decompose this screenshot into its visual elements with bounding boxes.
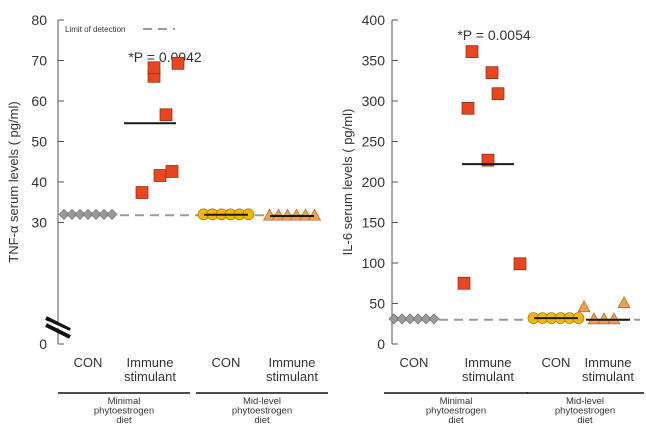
y-tick-label: 200 (362, 174, 386, 190)
data-point-triangle (262, 208, 277, 221)
category-label: stimulant (266, 369, 318, 384)
data-point-square (461, 101, 475, 115)
data-point-square (159, 108, 173, 122)
data-point-square (481, 153, 495, 167)
data-point-diamond (412, 313, 424, 325)
data-point-square (491, 87, 505, 101)
data-point-triangle (298, 208, 313, 221)
y-tick-label: 70 (31, 53, 47, 69)
il6-chart: 0 50 100 150 200 250 300 350 400 IL-6 serum level… (340, 12, 644, 426)
y-tick-label: 350 (362, 53, 386, 69)
group-label-minimal: phytoestrogen (426, 406, 486, 417)
group-label-midlevel: Mid-level (566, 396, 604, 407)
data-point-diamond (404, 313, 416, 325)
y-tick-label: 0 (377, 336, 385, 352)
data-point-square (153, 169, 167, 182)
y-tick-label: 40 (31, 174, 47, 190)
annotation-pvalue: *P = 0.0042 (128, 49, 202, 65)
y-tick-label: 300 (362, 93, 386, 109)
data-point-diamond (74, 208, 86, 220)
y-tick-label: 250 (362, 134, 386, 150)
data-point-square (457, 276, 471, 290)
data-point-diamond (90, 208, 102, 220)
category-label: CON (212, 355, 241, 370)
category-label: Immune (269, 355, 316, 370)
category-label: Immune (127, 355, 174, 370)
y-tick-label: 0 (39, 336, 47, 352)
data-point-square (171, 56, 185, 70)
data-point-square (465, 45, 479, 58)
y-tick-label: 400 (362, 12, 386, 28)
data-point-diamond (106, 208, 118, 220)
y-tick-label: 80 (31, 12, 47, 28)
y-tick-label: 50 (369, 296, 385, 312)
legend-label: Limit of detection (65, 25, 125, 34)
data-point-diamond (420, 313, 432, 325)
y-axis-label: IL-6 serum levels ( pg/ml) (340, 109, 355, 256)
category-label: stimulant (582, 369, 634, 384)
group-label-midlevel: phytoestrogen (555, 406, 615, 417)
axis-break-mark (45, 323, 71, 339)
data-point-triangle (607, 312, 621, 325)
y-axis-label: TNF-α serum levels ( pg/ml) (6, 101, 21, 262)
data-point-square (513, 257, 527, 271)
axis-break-gap (47, 321, 73, 334)
group-label-minimal: Minimal (108, 396, 141, 407)
y-tick-label: 100 (362, 255, 386, 271)
y-tick-label: 60 (31, 93, 47, 109)
data-point-triangle (280, 208, 295, 221)
y-tick-label: 30 (31, 215, 47, 231)
data-point-triangle (307, 208, 322, 221)
category-label: stimulant (124, 369, 176, 384)
category-label: CON (400, 355, 429, 370)
data-point-diamond (66, 208, 78, 220)
data-point-square (165, 165, 179, 178)
group-label-minimal: diet (116, 415, 132, 426)
category-label: CON (542, 355, 571, 370)
data-point-triangle (289, 208, 304, 221)
group-label-minimal: diet (448, 415, 464, 426)
group-label-midlevel: Mid-level (243, 396, 281, 407)
group-label-midlevel: phytoestrogen (232, 406, 292, 417)
category-label: Immune (465, 355, 512, 370)
data-point-diamond (396, 313, 408, 325)
category-label: stimulant (462, 369, 514, 384)
y-tick-label: 150 (362, 215, 386, 231)
data-point-triangle (577, 300, 591, 313)
data-point-diamond (58, 208, 70, 220)
group-label-midlevel: diet (577, 415, 593, 426)
data-point-diamond (82, 208, 94, 220)
category-label: Immune (585, 355, 632, 370)
data-point-diamond (428, 313, 440, 325)
data-point-square (147, 61, 161, 75)
group-label-minimal: phytoestrogen (94, 406, 154, 417)
data-point-triangle (597, 312, 611, 325)
data-point-triangle (617, 295, 631, 309)
axis-break-mark (45, 316, 71, 332)
y-tick-label: 50 (31, 134, 47, 150)
category-label: CON (74, 355, 103, 370)
data-point-diamond (98, 208, 110, 220)
data-point-square (485, 66, 499, 80)
data-point-diamond (388, 313, 400, 325)
data-point-triangle (271, 208, 286, 221)
group-label-midlevel: diet (254, 415, 270, 426)
group-label-minimal: Minimal (440, 396, 473, 407)
data-point-triangle (587, 312, 601, 325)
tnf-alpha-chart: 0 30 40 50 60 70 80 TNF-α serum levels ( pg/ml)… (6, 12, 328, 426)
data-point-square (135, 186, 149, 199)
annotation-pvalue: *P = 0.0054 (457, 27, 531, 43)
